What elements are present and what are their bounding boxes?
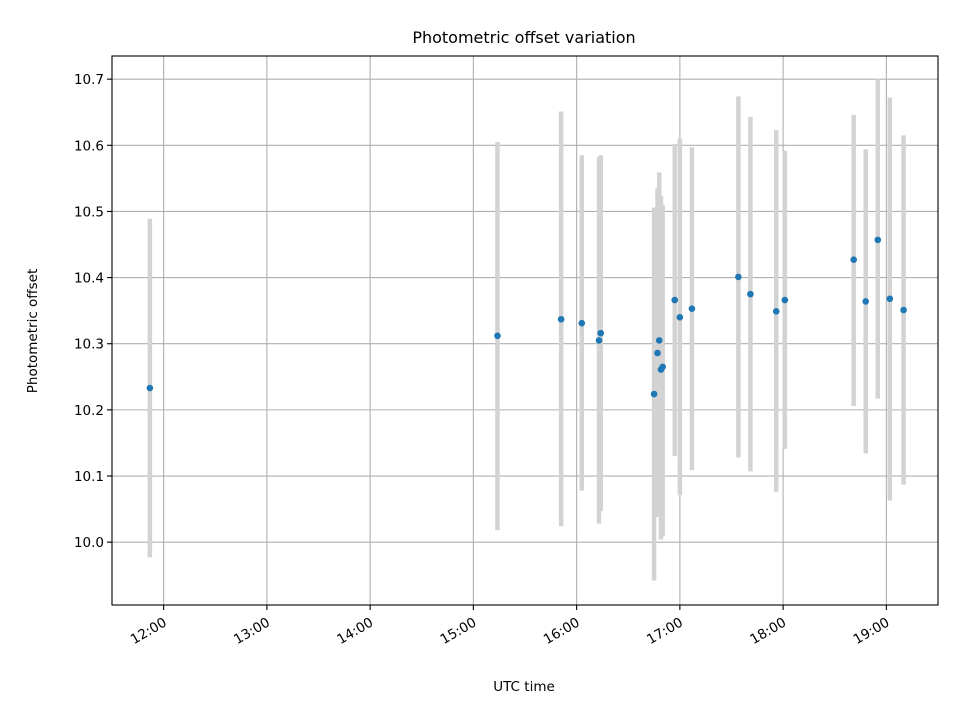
y-tick-label: 10.3 [74,337,104,353]
data-point [557,315,565,323]
data-point [688,305,696,312]
data-point [659,363,666,371]
chart-title: Photometric offset variation [412,28,635,47]
y-axis-ticks: 10.0 10.1 10.2 10.3 10.4 10.5 10.6 10.7 [74,72,112,551]
data-points [146,236,907,398]
y-tick-label: 10.0 [74,535,104,551]
data-point [862,298,870,305]
y-tick-label: 10.2 [74,403,104,419]
data-point [655,337,663,344]
y-tick-label: 10.1 [74,469,104,485]
y-tick-label: 10.5 [74,204,104,220]
data-point [676,313,684,321]
data-point [650,390,658,398]
data-point [597,329,605,337]
data-point [494,332,501,340]
x-axis-label: UTC time [493,679,555,695]
data-point [874,236,882,244]
data-point [850,256,857,264]
plot-area-frame [111,55,939,606]
y-tick-label: 10.6 [74,138,104,154]
data-point [781,296,789,304]
data-point [654,349,661,357]
data-point [747,290,754,298]
y-axis-label: Photometric offset [25,269,41,393]
data-point [146,384,154,392]
data-point [886,295,894,303]
data-point [671,296,679,304]
y-tick-label: 10.4 [74,271,104,287]
data-point [772,308,780,315]
y-tick-label: 10.7 [74,72,104,88]
data-point [578,319,586,327]
data-point [735,273,742,281]
data-point [900,306,907,314]
data-point [595,337,603,344]
